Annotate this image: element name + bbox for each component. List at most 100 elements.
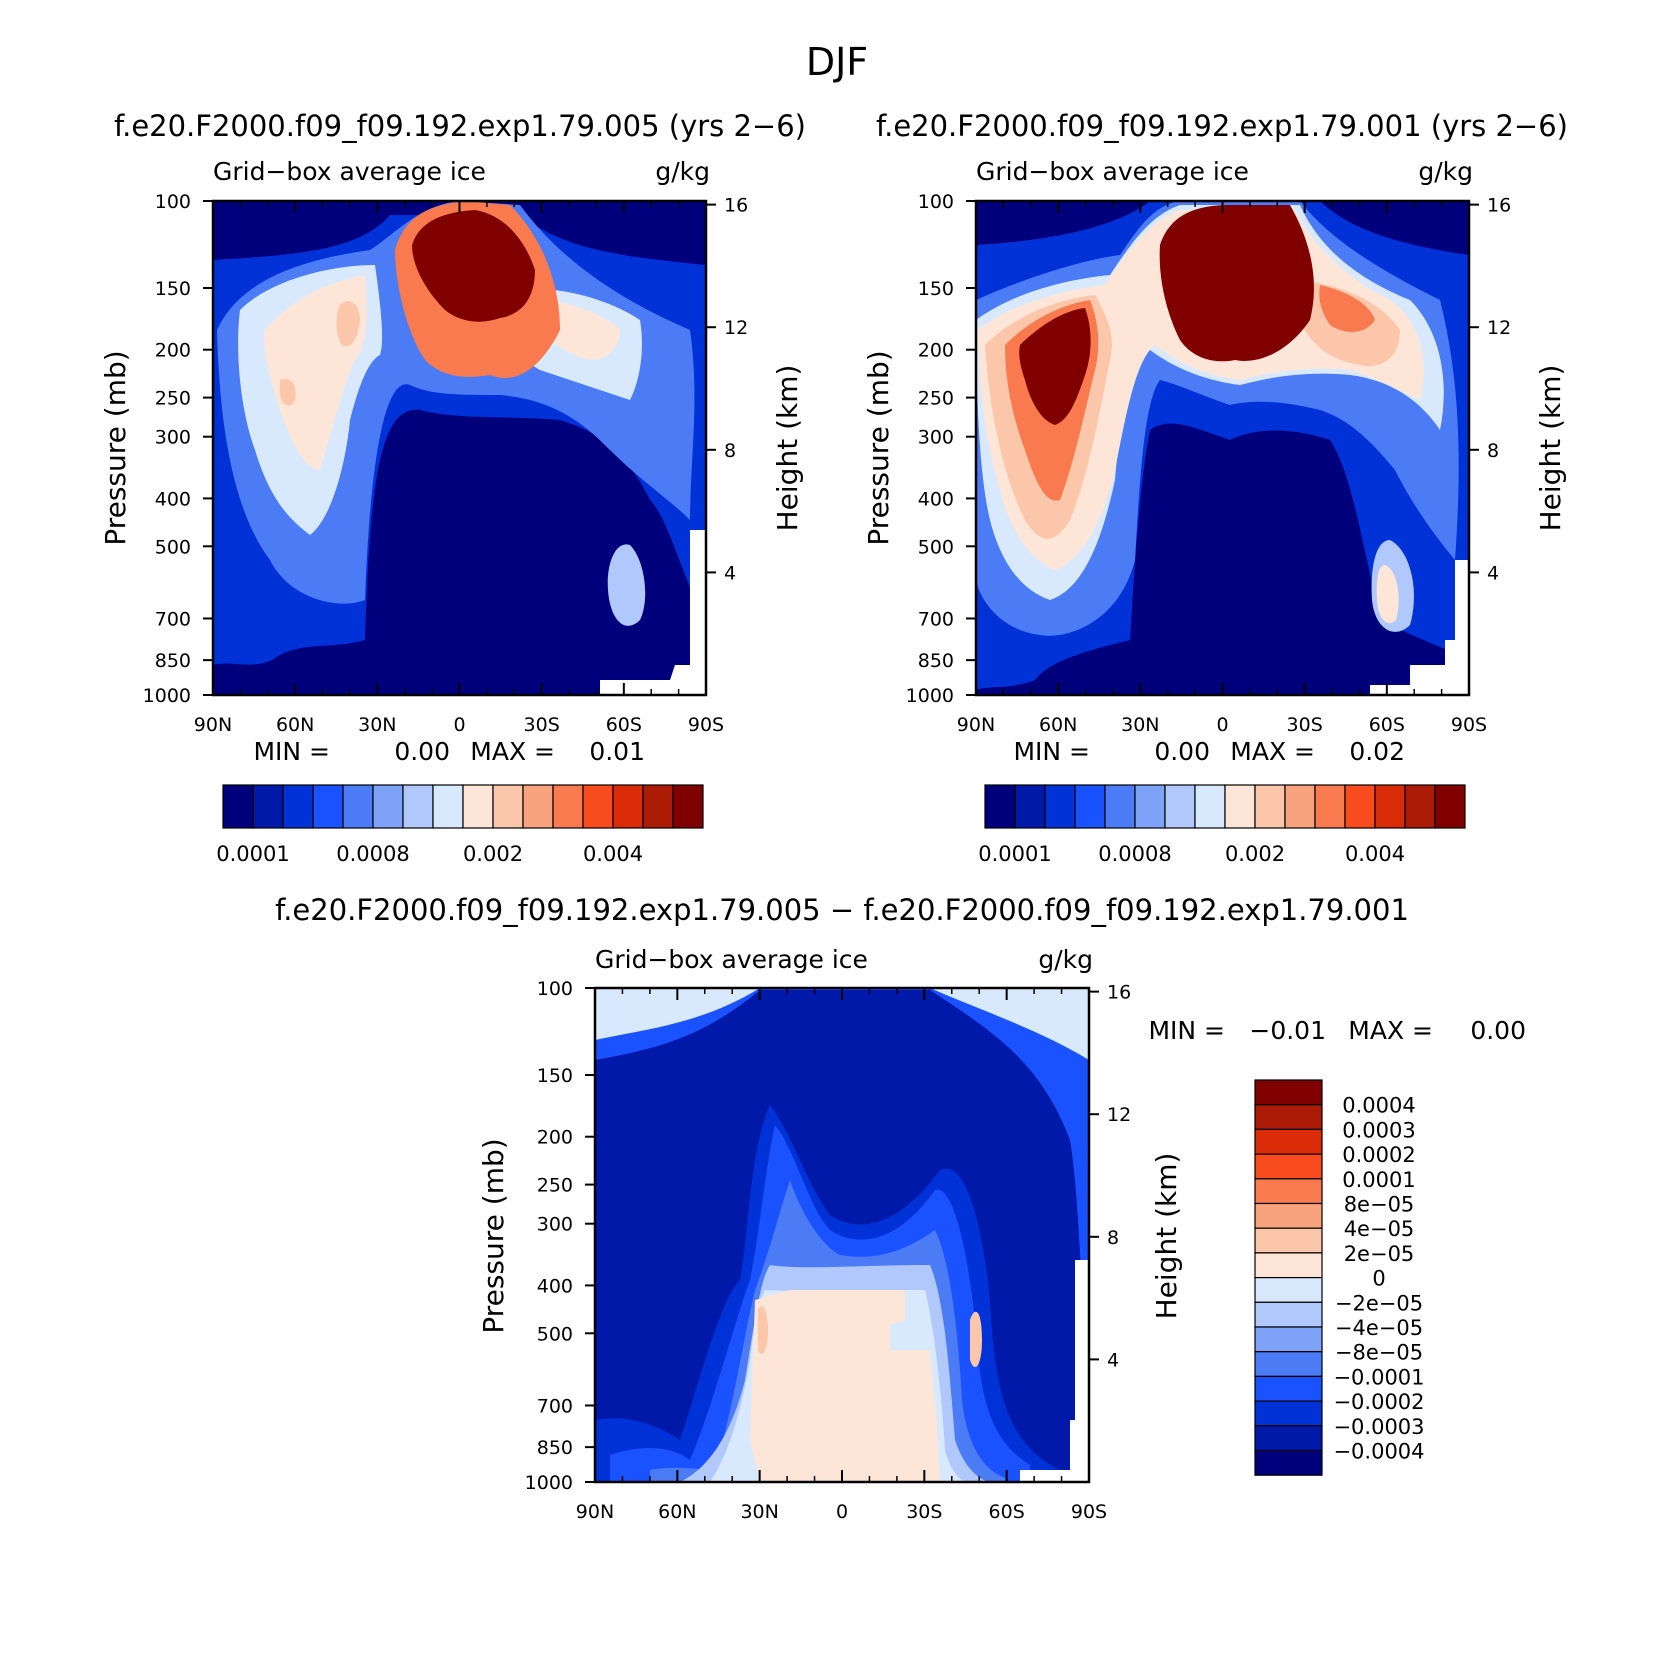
x-tick-label: 60N: [1039, 714, 1077, 736]
figure-title: DJF: [806, 40, 868, 84]
colorbar-swatch: [1194, 784, 1226, 829]
panel-2-band-15: [1019, 205, 1314, 425]
colorbar-swatch: [1104, 784, 1136, 829]
y-tick-label: 250: [155, 388, 191, 410]
y-tick-label: 300: [918, 427, 954, 449]
colorbar-label: −8e−05: [1335, 1341, 1423, 1365]
y2-tick-label: 16: [1487, 195, 1511, 217]
panel-3-missing-data: [1020, 1260, 1089, 1482]
x-tick-label: 0: [836, 1501, 848, 1523]
panel-2-min-value: 0.00: [1154, 737, 1210, 766]
panel-1-max-value: 0.01: [589, 737, 645, 766]
panel-2: f.e20.F2000.f09_f09.192.exp1.79.001 (yrs…: [862, 109, 1568, 866]
colorbar-swatch: [1044, 784, 1076, 829]
y2-tick-label: 8: [724, 440, 736, 462]
y-tick-label: 1000: [906, 685, 954, 707]
y2-tick-label: 8: [1487, 440, 1499, 462]
colorbar-swatch: [984, 784, 1016, 829]
colorbar-swatch: [342, 784, 374, 829]
panel-3-y2label: Height (km): [1150, 1153, 1183, 1320]
colorbar-swatch: [222, 784, 254, 829]
y-tick-label: 150: [918, 278, 954, 300]
panel-3-min-value: −0.01: [1249, 1016, 1326, 1045]
colorbar-swatch: [552, 784, 584, 829]
y2-tick-label: 4: [724, 562, 736, 584]
colorbar-swatch: [1254, 1227, 1323, 1254]
panel-1-colorbar: 0.0001 0.0008 0.002 0.004: [216, 784, 704, 866]
y-tick-label: 100: [918, 191, 954, 213]
y2-tick-label: 8: [1107, 1227, 1119, 1249]
x-tick-label: 60N: [276, 714, 314, 736]
colorbar-label: 0.002: [463, 842, 523, 866]
y-tick-label: 300: [155, 427, 191, 449]
y2-tick-label: 16: [724, 195, 748, 217]
colorbar-swatch: [612, 784, 644, 829]
colorbar-swatch: [1284, 784, 1316, 829]
y2-tick-label: 4: [1487, 562, 1499, 584]
colorbar-swatch: [1224, 784, 1256, 829]
colorbar-swatch: [672, 784, 704, 829]
panel-1-band-15: [412, 210, 535, 322]
colorbar-label: 0.0002: [1342, 1143, 1415, 1167]
colorbar-swatch: [1254, 784, 1286, 829]
panel-1: f.e20.F2000.f09_f09.192.exp1.79.005 (yrs…: [99, 109, 806, 866]
panel-3-max-label: MAX =: [1348, 1016, 1433, 1045]
colorbar-label: 4e−05: [1344, 1217, 1415, 1241]
y-tick-label: 250: [918, 388, 954, 410]
colorbar-label: 0.0004: [1342, 1094, 1415, 1118]
colorbar-label: 0.002: [1225, 842, 1285, 866]
colorbar-label: 0.004: [583, 842, 643, 866]
panel-2-left-label: Grid−box average ice: [976, 157, 1249, 186]
colorbar-swatch: [402, 784, 434, 829]
colorbar-swatch: [1254, 1178, 1323, 1205]
colorbar-label: −4e−05: [1335, 1316, 1423, 1340]
colorbar-label: 0.0001: [216, 842, 289, 866]
panel-1-missing-data: [600, 530, 706, 695]
panel-1-y2label: Height (km): [771, 365, 804, 532]
y-tick-label: 150: [537, 1065, 573, 1087]
y2-tick-label: 12: [1487, 317, 1511, 339]
y-tick-label: 200: [918, 340, 954, 362]
x-tick-label: 90S: [1071, 1501, 1107, 1523]
y-tick-label: 250: [537, 1175, 573, 1197]
panel-3-band-8: [750, 1290, 940, 1482]
colorbar-swatch: [1374, 784, 1406, 829]
x-tick-label: 0: [1216, 714, 1228, 736]
y-tick-label: 500: [537, 1323, 573, 1345]
y-tick-label: 300: [537, 1214, 573, 1236]
y2-tick-label: 4: [1107, 1349, 1119, 1371]
colorbar-swatch: [1254, 1375, 1323, 1402]
colorbar-label: 0: [1372, 1267, 1385, 1291]
colorbar-swatch: [1254, 1252, 1323, 1279]
panel-1-max-label: MAX =: [470, 737, 555, 766]
y2-tick-label: 12: [724, 317, 748, 339]
y-tick-label: 850: [155, 650, 191, 672]
panel-3-left-label: Grid−box average ice: [595, 945, 868, 974]
x-tick-label: 90N: [194, 714, 232, 736]
x-tick-label: 90S: [688, 714, 724, 736]
colorbar-label: 0.0001: [978, 842, 1051, 866]
panel-2-band-8b: [1376, 565, 1399, 624]
colorbar-swatch: [462, 784, 494, 829]
panel-3-field: [595, 988, 1089, 1482]
colorbar-label: 0.0008: [1098, 842, 1171, 866]
panel-2-missing-data: [1370, 560, 1469, 695]
panel-2-max-label: MAX =: [1230, 737, 1315, 766]
colorbar-swatch: [1254, 1153, 1323, 1180]
y-tick-label: 400: [918, 488, 954, 510]
colorbar-label: −0.0003: [1333, 1415, 1424, 1439]
panel-1-units-label: g/kg: [655, 157, 710, 186]
panel-3-max-value: 0.00: [1470, 1016, 1526, 1045]
colorbar-swatch: [1254, 1128, 1323, 1155]
colorbar-swatch: [1254, 1202, 1323, 1229]
panel-1-min-label: MIN =: [253, 737, 330, 766]
panel-3-units-label: g/kg: [1038, 945, 1093, 974]
colorbar-label: 8e−05: [1344, 1193, 1415, 1217]
x-tick-label: 30N: [1121, 714, 1159, 736]
colorbar-swatch: [1254, 1449, 1323, 1476]
colorbar-swatch: [1074, 784, 1106, 829]
x-tick-label: 60S: [606, 714, 642, 736]
x-tick-label: 90S: [1451, 714, 1487, 736]
panel-2-y2label: Height (km): [1534, 365, 1567, 532]
